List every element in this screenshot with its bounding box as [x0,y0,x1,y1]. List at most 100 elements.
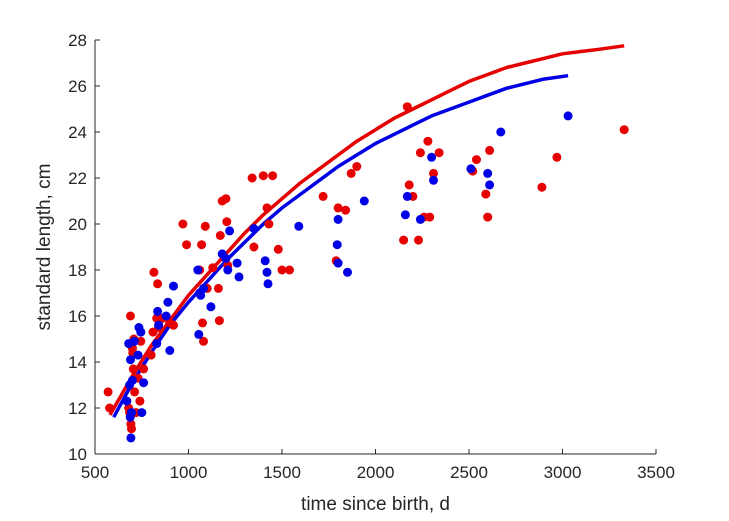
data-point-1 [234,272,244,282]
data-point-1 [249,224,259,234]
data-point-0 [262,203,272,213]
data-point-0 [127,424,136,434]
data-point-1 [225,226,235,236]
data-point-0 [352,162,362,171]
data-point-0 [136,336,146,346]
data-point-0 [128,364,138,374]
data-point-1 [152,339,162,349]
data-point-1 [206,302,216,312]
data-point-1 [133,350,143,360]
data-point-1 [359,196,369,206]
data-point-1 [127,375,137,385]
data-point-0 [258,171,268,181]
y-tick-label: 28 [68,31,87,50]
y-tick-label: 18 [68,261,87,280]
data-point-0 [346,168,356,178]
data-point-1 [400,210,410,220]
data-point-0 [425,212,435,222]
data-point-0 [221,194,231,204]
data-point-1 [294,221,304,231]
data-point-1 [485,180,495,190]
x-tick-label: 2000 [357,463,395,482]
data-point-1 [126,433,136,443]
fit-curve-0 [108,44,625,416]
y-axis-title: standard length, cm [34,164,55,331]
plot-marks [103,44,629,443]
x-axis-title: time since birth, d [301,494,450,515]
data-point-1 [122,396,132,406]
data-point-0 [222,217,232,227]
data-point-1 [165,346,175,355]
data-point-1 [199,283,208,293]
data-point-1 [221,254,231,263]
data-point-1 [332,240,342,250]
data-point-0 [333,203,343,213]
y-tick-label: 12 [68,399,87,418]
axes [94,39,657,455]
data-point-1 [333,258,343,268]
data-point-0 [285,265,294,275]
data-point-0 [130,387,140,397]
data-point-1 [415,214,425,224]
data-point-0 [341,205,351,215]
data-point-0 [485,145,495,155]
data-point-1 [137,408,147,418]
data-point-0 [103,387,113,397]
data-point-0 [619,125,629,135]
data-point-0 [483,212,493,222]
data-point-0 [277,265,287,275]
data-point-0 [423,136,433,146]
data-point-1 [139,378,149,388]
data-point-1 [466,164,476,174]
x-tick-labels: 500 1000 1500 2000 2500 3000 3500 [81,463,675,482]
data-point-0 [213,283,223,293]
data-point-1 [194,329,204,339]
data-point-1 [262,267,272,277]
x-tick-label: 3500 [637,463,675,482]
data-point-1 [153,306,163,316]
data-point-0 [472,155,481,165]
data-point-1 [161,311,171,321]
data-point-0 [429,168,438,178]
data-point-0 [414,235,423,245]
data-point-0 [318,191,328,201]
data-point-1 [223,265,233,275]
data-point-1 [129,336,139,346]
data-point-1 [126,355,135,365]
data-point-0 [552,152,562,162]
data-point-0 [198,318,207,328]
data-point-1 [196,290,206,300]
data-point-0 [135,396,145,406]
data-point-0 [178,219,188,229]
data-point-0 [537,182,547,192]
x-tick-label: 3000 [544,463,582,482]
data-point-0 [200,221,210,231]
data-point-0 [481,189,491,199]
data-point-0 [169,320,178,330]
data-point-0 [149,267,159,277]
data-point-1 [343,267,352,277]
data-point-1 [427,152,437,162]
data-point-0 [415,148,425,158]
data-point-1 [263,279,273,289]
y-tick-label: 20 [68,215,87,234]
y-tick-label: 16 [68,307,87,326]
data-point-0 [197,240,207,250]
data-point-0 [182,240,192,250]
data-point-1 [483,168,493,178]
data-point-0 [402,102,412,112]
data-point-1 [563,111,573,121]
data-point-1 [193,265,203,275]
data-point-1 [333,214,343,224]
y-tick-label: 14 [68,353,87,372]
data-point-0 [139,364,149,374]
data-point-0 [153,279,163,289]
data-point-1 [136,327,146,337]
x-tick-label: 1000 [170,463,208,482]
fit-curve-1 [112,73,569,419]
data-point-0 [404,180,414,190]
data-point-0 [399,235,409,245]
data-point-1 [260,256,270,266]
data-point-0 [214,316,224,326]
data-point-0 [268,171,278,181]
